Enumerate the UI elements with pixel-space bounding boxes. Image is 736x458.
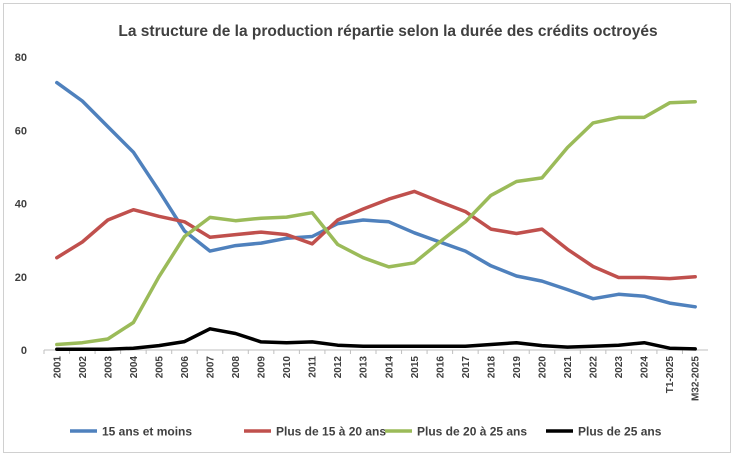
- y-tick-label: 60: [15, 125, 27, 137]
- x-tick-label: 2008: [231, 356, 242, 379]
- legend: 15 ans et moins Plus de 15 à 20 ans Plus d…: [70, 425, 662, 439]
- x-tick-label: 2023: [614, 356, 625, 379]
- x-tick-label: 2014: [384, 356, 395, 379]
- x-tick-label: T1-2025: [665, 356, 676, 394]
- x-tick-label: 2005: [154, 356, 165, 379]
- legend-label-4: Plus de 25 ans: [578, 425, 662, 439]
- legend-label-3: Plus de 20 à 25 ans: [417, 425, 527, 439]
- y-axis-ticks: 0 20 40 60 80: [15, 52, 27, 357]
- y-tick-label: 80: [15, 52, 27, 64]
- y-tick-label: 40: [15, 199, 27, 211]
- legend-label-1: 15 ans et moins: [102, 425, 192, 439]
- series-line-3: [55, 99, 697, 347]
- chart-frame: [3, 3, 731, 453]
- x-tick-label: 2010: [282, 356, 293, 379]
- x-tick-label: 2011: [308, 356, 319, 378]
- legend-label-2: Plus de 15 à 20 ans: [276, 425, 386, 439]
- y-tick-label: 20: [15, 272, 27, 284]
- x-axis-ticks: 2001 2002 2003 2004 2005 2006 2007 2008 2009 2010…: [43, 350, 702, 401]
- x-tick-label: 2018: [486, 356, 497, 379]
- series-line-1: [55, 80, 697, 309]
- series-lines: [55, 80, 697, 352]
- x-tick-label: 2007: [206, 356, 217, 379]
- x-tick-label: 2004: [129, 356, 140, 379]
- x-tick-label: 2022: [589, 356, 600, 379]
- chart-title: La structure de la production répartie s…: [118, 23, 657, 40]
- x-tick-label: 2016: [435, 356, 446, 379]
- x-tick-label: M32-2025: [691, 356, 702, 401]
- x-tick-label: 2012: [333, 356, 344, 379]
- x-tick-label: 2015: [410, 356, 421, 379]
- x-tick-label: 2024: [640, 356, 651, 379]
- series-line-4: [55, 327, 697, 352]
- y-tick-label: 0: [21, 345, 27, 357]
- x-tick-label: 2002: [78, 356, 89, 379]
- x-tick-label: 2021: [563, 356, 574, 379]
- x-tick-label: 2020: [538, 356, 549, 379]
- x-tick-label: 2019: [512, 356, 523, 379]
- x-tick-label: 2006: [180, 356, 191, 379]
- series-line-2: [55, 189, 697, 281]
- x-tick-label: 2001: [52, 356, 63, 379]
- x-tick-label: 2009: [257, 356, 268, 379]
- x-tick-label: 2003: [103, 356, 114, 379]
- x-tick-label: 2013: [359, 356, 370, 379]
- x-tick-label: 2017: [461, 356, 472, 379]
